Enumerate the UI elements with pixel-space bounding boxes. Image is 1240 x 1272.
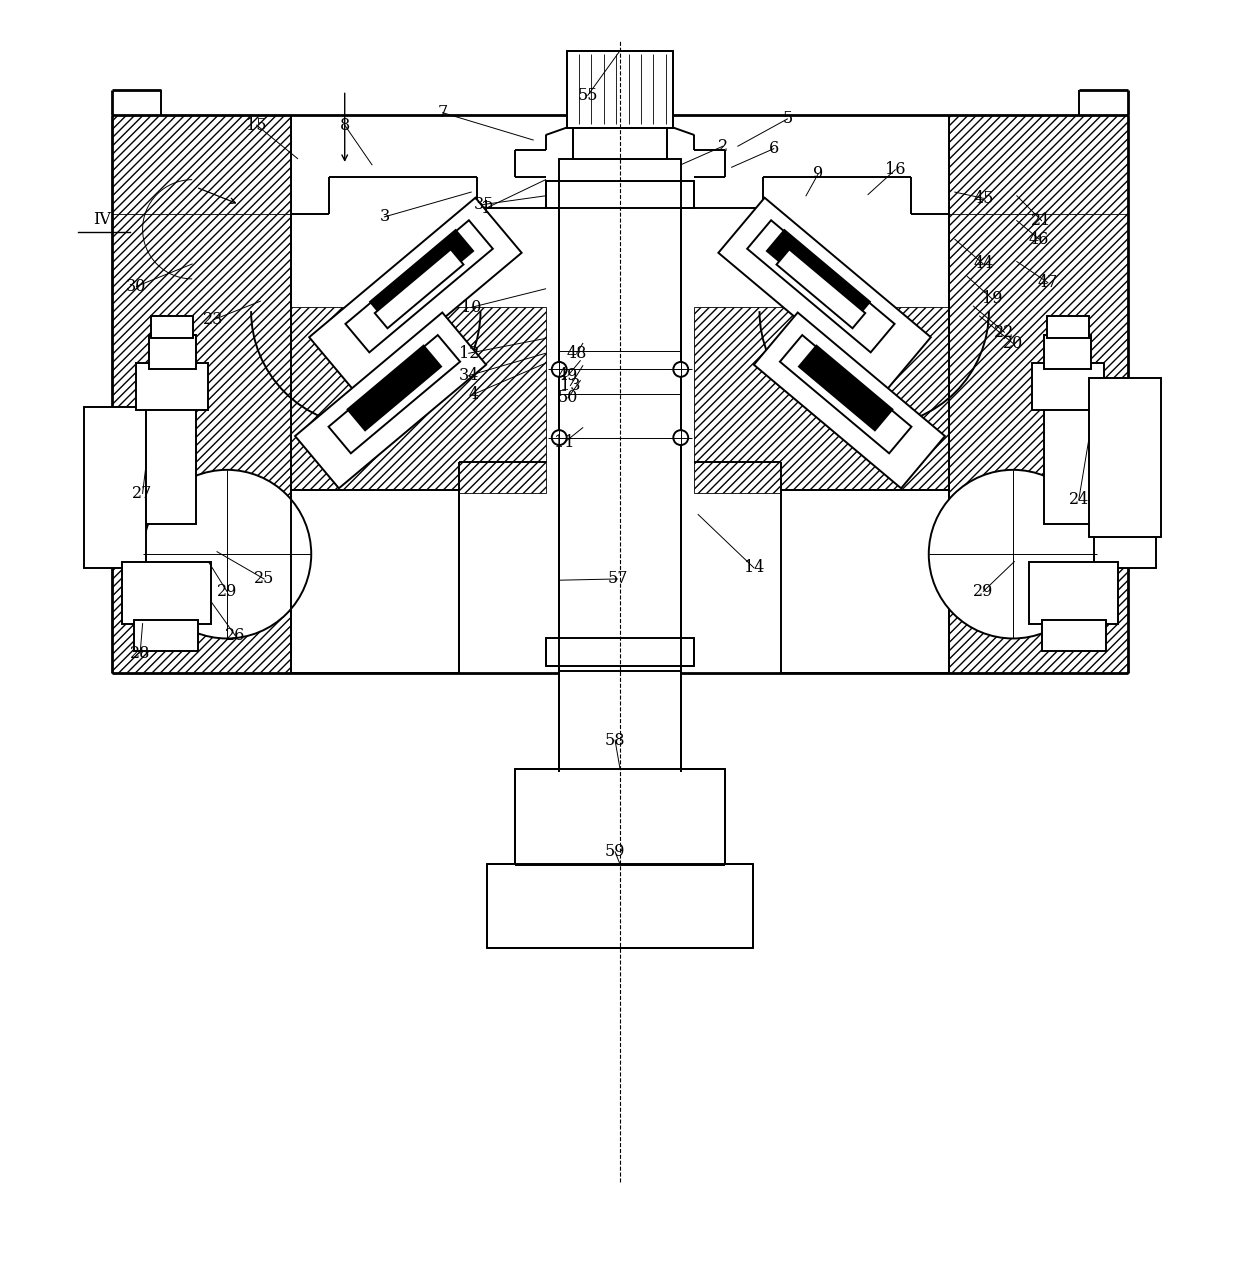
Text: 46: 46 — [1029, 230, 1049, 248]
Bar — [487, 864, 753, 949]
Bar — [1042, 619, 1106, 651]
Text: 25: 25 — [254, 570, 274, 588]
Bar — [546, 181, 694, 209]
Text: 26: 26 — [226, 627, 246, 645]
Text: 14: 14 — [744, 560, 764, 576]
Bar — [151, 315, 193, 338]
Text: 27: 27 — [133, 485, 153, 502]
Bar — [515, 768, 725, 865]
Bar — [949, 116, 1128, 215]
Text: 57: 57 — [608, 570, 627, 588]
Polygon shape — [370, 230, 474, 323]
Circle shape — [143, 469, 311, 639]
Text: 34: 34 — [459, 368, 479, 384]
Bar — [546, 639, 694, 665]
Bar — [149, 335, 196, 369]
Bar — [949, 116, 1128, 673]
Text: 20: 20 — [1003, 335, 1023, 352]
Polygon shape — [748, 220, 894, 352]
Polygon shape — [718, 197, 931, 392]
Text: 3: 3 — [379, 209, 389, 225]
Text: IV: IV — [93, 211, 110, 228]
Bar — [1094, 407, 1156, 567]
Text: 59: 59 — [605, 843, 625, 860]
Text: 47: 47 — [1038, 273, 1058, 291]
Polygon shape — [799, 346, 893, 430]
Polygon shape — [346, 220, 492, 352]
Circle shape — [673, 363, 688, 377]
Text: 29: 29 — [217, 583, 237, 600]
Bar — [781, 490, 949, 673]
Text: 55: 55 — [578, 86, 598, 104]
Text: 23: 23 — [203, 312, 223, 328]
Bar — [134, 619, 198, 651]
Text: 44: 44 — [973, 256, 993, 272]
Text: 28: 28 — [130, 645, 150, 661]
Circle shape — [552, 430, 567, 445]
Polygon shape — [754, 313, 945, 488]
Bar — [567, 51, 673, 127]
Text: 5: 5 — [782, 111, 792, 127]
Polygon shape — [329, 335, 460, 453]
Text: 15: 15 — [247, 117, 267, 134]
Text: 13: 13 — [560, 377, 580, 394]
Bar — [122, 562, 211, 623]
Bar — [559, 177, 681, 673]
Bar — [112, 116, 291, 215]
Text: 4: 4 — [469, 385, 479, 403]
Text: 12: 12 — [459, 345, 479, 361]
Polygon shape — [780, 335, 911, 453]
Polygon shape — [309, 197, 522, 392]
Text: 22: 22 — [994, 323, 1014, 341]
Text: 30: 30 — [126, 277, 146, 295]
Bar — [1032, 364, 1104, 411]
Polygon shape — [766, 230, 870, 323]
Bar — [1044, 335, 1091, 369]
Text: 48: 48 — [567, 345, 587, 361]
Text: 9: 9 — [813, 165, 823, 182]
Bar — [84, 407, 146, 567]
Text: 11: 11 — [554, 434, 574, 452]
Circle shape — [673, 430, 688, 445]
Text: 45: 45 — [973, 190, 993, 207]
Bar — [291, 490, 459, 673]
Polygon shape — [347, 346, 441, 430]
Polygon shape — [776, 249, 866, 328]
Text: 21: 21 — [1032, 212, 1052, 229]
Bar — [136, 364, 208, 411]
Bar — [573, 127, 667, 159]
Bar — [1044, 407, 1094, 524]
Text: 1: 1 — [481, 200, 491, 216]
Bar — [1089, 378, 1161, 537]
Circle shape — [929, 469, 1097, 639]
Text: 29: 29 — [973, 583, 993, 600]
Bar — [291, 308, 546, 494]
Text: 7: 7 — [438, 104, 448, 121]
Text: 49: 49 — [558, 368, 578, 384]
Text: 10: 10 — [461, 299, 481, 315]
Text: 35: 35 — [474, 196, 494, 212]
Text: 58: 58 — [605, 731, 625, 749]
Bar — [694, 308, 949, 494]
Bar — [146, 407, 196, 524]
Bar — [559, 159, 681, 181]
Polygon shape — [295, 313, 486, 488]
Text: 2: 2 — [718, 137, 728, 155]
Text: 24: 24 — [1069, 491, 1089, 508]
Bar — [1029, 562, 1118, 623]
Text: 16: 16 — [885, 162, 905, 178]
Text: 8: 8 — [340, 117, 350, 134]
Bar — [559, 670, 681, 772]
Bar — [112, 116, 291, 673]
Circle shape — [552, 363, 567, 377]
Text: 50: 50 — [558, 389, 578, 407]
Text: 19: 19 — [982, 290, 1002, 308]
Bar — [1047, 315, 1089, 338]
Text: 6: 6 — [769, 140, 779, 158]
Polygon shape — [374, 249, 464, 328]
